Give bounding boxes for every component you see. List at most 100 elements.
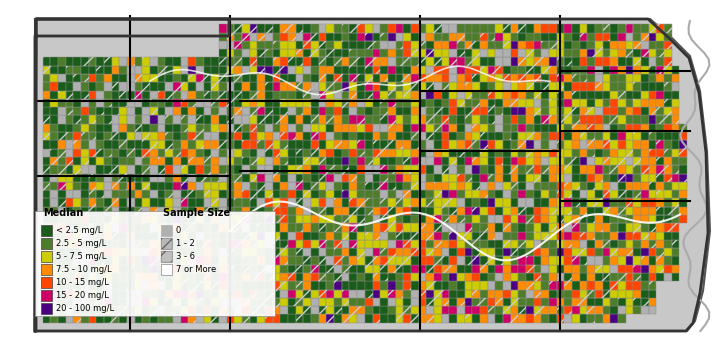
- Bar: [135, 182, 143, 190]
- Bar: [342, 256, 349, 265]
- Bar: [449, 165, 457, 173]
- Bar: [626, 58, 634, 66]
- Bar: [572, 281, 580, 290]
- Bar: [649, 66, 657, 74]
- Bar: [672, 182, 679, 190]
- Bar: [649, 281, 657, 290]
- Bar: [464, 82, 472, 91]
- Bar: [457, 24, 464, 33]
- Bar: [143, 182, 150, 190]
- Bar: [242, 124, 250, 132]
- Bar: [557, 82, 564, 91]
- Bar: [112, 314, 120, 323]
- Bar: [657, 124, 664, 132]
- Bar: [395, 148, 403, 157]
- Bar: [580, 33, 588, 41]
- Bar: [457, 190, 464, 198]
- Bar: [611, 49, 618, 58]
- Bar: [580, 165, 588, 173]
- Bar: [204, 148, 212, 157]
- Bar: [641, 248, 649, 256]
- Bar: [564, 132, 572, 140]
- Bar: [204, 265, 212, 273]
- Bar: [388, 265, 395, 273]
- Bar: [73, 115, 81, 124]
- Bar: [258, 182, 265, 190]
- Bar: [96, 107, 104, 115]
- Bar: [258, 215, 265, 223]
- Bar: [526, 256, 534, 265]
- Bar: [58, 132, 66, 140]
- Bar: [204, 215, 212, 223]
- Bar: [227, 281, 235, 290]
- Bar: [96, 148, 104, 157]
- Bar: [258, 115, 265, 124]
- Bar: [104, 124, 112, 132]
- Bar: [296, 107, 303, 115]
- Bar: [618, 248, 626, 256]
- Bar: [634, 115, 641, 124]
- Bar: [288, 33, 296, 41]
- Bar: [403, 198, 411, 207]
- Bar: [534, 207, 541, 215]
- Bar: [380, 33, 388, 41]
- Bar: [657, 148, 664, 157]
- Bar: [572, 182, 580, 190]
- Bar: [173, 265, 181, 273]
- Bar: [679, 198, 687, 207]
- Bar: [418, 140, 426, 148]
- Bar: [227, 24, 235, 33]
- Bar: [212, 232, 219, 240]
- Bar: [181, 306, 189, 314]
- Bar: [395, 256, 403, 265]
- Bar: [580, 24, 588, 33]
- Bar: [388, 198, 395, 207]
- Bar: [372, 232, 380, 240]
- Bar: [518, 240, 526, 248]
- Bar: [66, 198, 73, 207]
- Bar: [143, 82, 150, 91]
- Bar: [96, 99, 104, 107]
- Bar: [634, 265, 641, 273]
- Bar: [464, 314, 472, 323]
- Bar: [127, 91, 135, 99]
- Bar: [411, 66, 418, 74]
- Bar: [143, 281, 150, 290]
- Bar: [196, 66, 204, 74]
- Bar: [534, 24, 541, 33]
- Bar: [611, 281, 618, 290]
- Bar: [227, 58, 235, 66]
- Bar: [403, 91, 411, 99]
- Bar: [480, 306, 487, 314]
- Bar: [634, 140, 641, 148]
- Bar: [580, 91, 588, 99]
- Bar: [273, 165, 281, 173]
- Bar: [572, 157, 580, 165]
- Bar: [365, 140, 372, 148]
- Bar: [104, 182, 112, 190]
- Bar: [281, 157, 288, 165]
- Bar: [480, 232, 487, 240]
- Bar: [541, 281, 549, 290]
- Bar: [150, 298, 158, 306]
- Bar: [273, 99, 281, 107]
- Bar: [464, 148, 472, 157]
- Bar: [326, 198, 334, 207]
- Bar: [235, 33, 242, 41]
- Bar: [388, 91, 395, 99]
- Bar: [50, 198, 58, 207]
- Bar: [135, 290, 143, 298]
- Bar: [281, 107, 288, 115]
- Bar: [219, 190, 227, 198]
- Bar: [288, 248, 296, 256]
- Bar: [235, 107, 242, 115]
- Bar: [595, 248, 603, 256]
- Bar: [212, 273, 219, 281]
- Bar: [265, 298, 273, 306]
- Bar: [472, 198, 480, 207]
- Bar: [472, 107, 480, 115]
- Bar: [518, 265, 526, 273]
- Bar: [603, 91, 611, 99]
- Bar: [549, 314, 557, 323]
- Bar: [135, 240, 143, 248]
